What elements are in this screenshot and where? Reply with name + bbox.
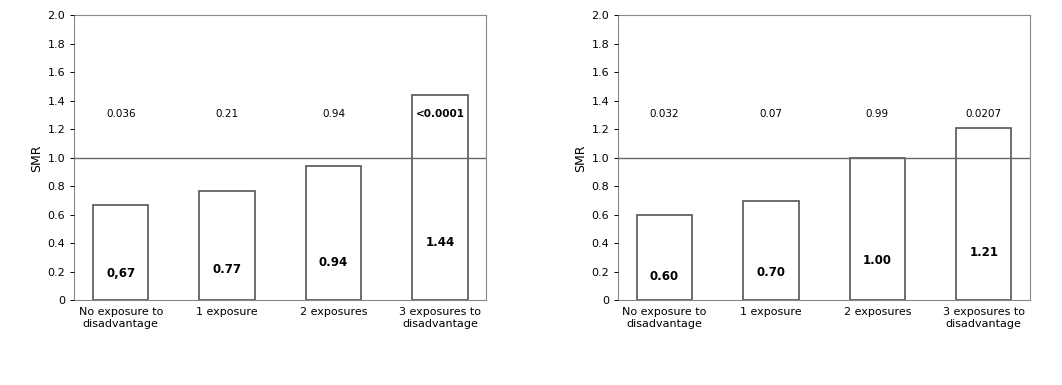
Text: 1.00: 1.00 xyxy=(862,254,892,267)
Bar xyxy=(93,205,149,300)
Text: 0.94: 0.94 xyxy=(319,256,348,269)
Text: 0.07: 0.07 xyxy=(759,109,783,119)
Text: 0.036: 0.036 xyxy=(106,109,136,119)
Text: 1.44: 1.44 xyxy=(425,236,455,249)
Bar xyxy=(637,215,692,300)
Text: 0.94: 0.94 xyxy=(322,109,345,119)
Text: 0.77: 0.77 xyxy=(212,263,242,276)
Y-axis label: SMR: SMR xyxy=(31,144,44,172)
Text: 0,67: 0,67 xyxy=(106,267,135,280)
Text: 0.0207: 0.0207 xyxy=(965,109,1001,119)
Y-axis label: SMR: SMR xyxy=(575,144,587,172)
Text: 0.032: 0.032 xyxy=(650,109,680,119)
Text: 0.21: 0.21 xyxy=(216,109,239,119)
Bar xyxy=(743,201,799,300)
Text: <0.0001: <0.0001 xyxy=(415,109,464,119)
Bar xyxy=(306,166,361,300)
Bar xyxy=(956,128,1011,300)
Bar xyxy=(200,191,255,300)
Bar xyxy=(412,95,467,300)
Text: 0.99: 0.99 xyxy=(866,109,889,119)
Text: 1.21: 1.21 xyxy=(970,246,998,259)
Text: 0.70: 0.70 xyxy=(756,266,786,279)
Text: 0.60: 0.60 xyxy=(650,270,679,283)
Bar xyxy=(850,158,905,300)
